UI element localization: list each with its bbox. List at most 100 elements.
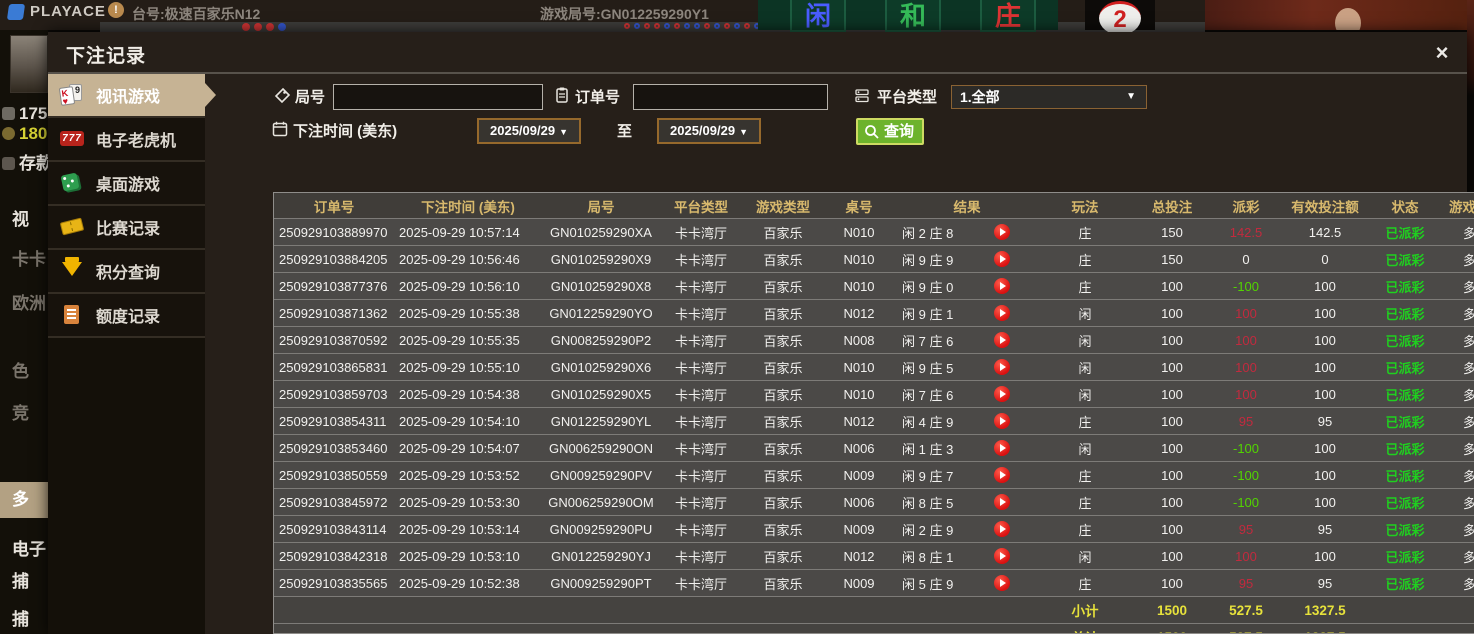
table-cell: 多台 <box>1438 574 1474 593</box>
replay-button[interactable] <box>994 548 1010 564</box>
table-cell: 100 <box>1235 305 1257 321</box>
table-cell: 100 <box>1161 467 1183 483</box>
table-row: 250929103889970 2025-09-29 10:57:14 GN0102… <box>274 219 1474 246</box>
video-edge <box>1467 0 1474 96</box>
replay-button[interactable] <box>994 575 1010 591</box>
platform-select[interactable]: 1.全部 ▼ <box>951 85 1147 109</box>
column-header: 游戏类型 <box>756 199 810 215</box>
table-cell: 百家乐 <box>763 576 803 592</box>
background-nav-item[interactable] <box>0 443 48 467</box>
table-cell: 百家乐 <box>763 522 803 538</box>
column-header: 派彩 <box>1232 199 1260 215</box>
money-icon <box>2 127 15 140</box>
replay-button[interactable] <box>994 224 1010 240</box>
table-cell: 100 <box>1161 305 1183 321</box>
close-button[interactable]: × <box>1435 40 1449 65</box>
replay-button[interactable] <box>994 440 1010 456</box>
background-nav-item[interactable]: 多 <box>0 482 48 518</box>
table-cell: 250929103850559 <box>279 467 388 483</box>
replay-button[interactable] <box>994 305 1010 321</box>
sidebar-item-quota-records[interactable]: 额度记录 <box>48 294 205 338</box>
road-bead <box>694 23 701 29</box>
table-cell: 100 <box>1314 278 1336 294</box>
table-cell: 卡卡湾厅 <box>674 252 727 268</box>
result-text: 闲 8 庄 5 <box>902 495 954 511</box>
table-cell: -100 <box>1232 440 1260 456</box>
round-input[interactable] <box>333 84 543 110</box>
table-cell: 多台 <box>1438 547 1474 566</box>
table-cell: 2025-09-29 10:53:52 <box>399 467 520 483</box>
result-text: 闲 8 庄 1 <box>902 549 954 565</box>
replay-button[interactable] <box>994 251 1010 267</box>
table-cell: 已派彩 <box>1385 225 1425 241</box>
replay-button[interactable] <box>994 521 1010 537</box>
table-cell: 总计 <box>1040 627 1130 633</box>
countdown-value: 2 <box>1099 1 1141 35</box>
sidebar-item-match-records[interactable]: 比赛记录 <box>48 206 205 250</box>
table-cell: 多台 <box>1438 385 1474 404</box>
road-bead <box>634 23 641 29</box>
table-cell: N012 <box>843 413 875 429</box>
table-cell: -100 <box>1232 467 1260 483</box>
game-round-label: 游戏局号:GN012259290Y1 <box>540 6 709 22</box>
table-cell: N012 <box>843 548 875 564</box>
table-cell: 卡卡湾厅 <box>674 522 727 538</box>
table-cell: 多台 <box>1438 493 1474 512</box>
table-games-icon <box>60 172 86 194</box>
order-input[interactable] <box>633 84 828 110</box>
column-header: 玩法 <box>1071 199 1099 215</box>
table-cell: 0 <box>1242 251 1250 267</box>
background-nav-item[interactable]: 竞 <box>12 404 29 423</box>
table-cell: 已派彩 <box>1385 468 1425 484</box>
table-row: 250929103843114 2025-09-29 10:53:14 GN0092… <box>274 516 1474 543</box>
background-nav-item[interactable]: 色 <box>12 362 29 381</box>
replay-button[interactable] <box>994 467 1010 483</box>
table-cell: 142.5 <box>1229 224 1263 240</box>
table-cell: 527.5 <box>1214 630 1278 634</box>
table-cell: GN009259290PU <box>549 521 653 537</box>
replay-button[interactable] <box>994 278 1010 294</box>
date-from-picker[interactable]: 2025/09/29 ▼ <box>477 118 581 144</box>
bet-spot-2[interactable]: 和 <box>885 0 941 32</box>
replay-button[interactable] <box>994 332 1010 348</box>
background-nav-item[interactable]: 捕 <box>12 610 29 629</box>
result-text: 闲 2 庄 9 <box>902 522 954 538</box>
table-cell: N010 <box>843 386 875 402</box>
table-row: 250929103859703 2025-09-29 10:54:38 GN0102… <box>274 381 1474 408</box>
background-nav-item[interactable]: 捕 <box>12 572 29 591</box>
sidebar-item-slots[interactable]: 777 电子老虎机 <box>48 118 205 162</box>
table-cell: 多台 <box>1438 439 1474 458</box>
table-cell: 1327.5 <box>1278 630 1372 634</box>
table-cell: 已派彩 <box>1385 522 1425 538</box>
background-nav-item[interactable]: 卡卡 <box>12 250 46 269</box>
table-cell: 卡卡湾厅 <box>674 306 727 322</box>
table-cell: 多台 <box>1438 520 1474 539</box>
table-cell: 庄 <box>1078 468 1092 484</box>
search-button[interactable]: 查询 <box>856 118 925 145</box>
date-to-picker[interactable]: 2025/09/29 ▼ <box>657 118 761 144</box>
sidebar-item-points-query[interactable]: 积分查询 <box>48 250 205 294</box>
table-cell: 庄 <box>1078 225 1092 241</box>
table-row: 250929103853460 2025-09-29 10:54:07 GN0062… <box>274 435 1474 462</box>
table-cell: 100 <box>1314 440 1336 456</box>
table-cell: 庄 <box>1078 252 1092 268</box>
sidebar-item-live-games[interactable]: 9 K ♥ 视讯游戏 <box>48 74 205 118</box>
replay-button[interactable] <box>994 413 1010 429</box>
deposit-button[interactable]: 存款 <box>0 152 48 176</box>
table-cell: 已派彩 <box>1385 252 1425 268</box>
replay-button[interactable] <box>994 359 1010 375</box>
bet-spot-3[interactable]: 庄 <box>980 0 1036 32</box>
diamond-icon <box>60 257 86 282</box>
background-nav-item[interactable]: 欧洲 <box>12 294 46 313</box>
dialog-sidebar: 9 K ♥ 视讯游戏 777 电子老虎机 桌面游戏 比赛记录 积分查询 额度记录 <box>48 74 205 634</box>
sidebar-item-table-games[interactable]: 桌面游戏 <box>48 162 205 206</box>
replay-button[interactable] <box>994 494 1010 510</box>
bet-spot-1[interactable]: 闲 <box>790 0 846 32</box>
background-nav-item[interactable]: 电子 <box>12 540 46 559</box>
table-cell: 多台 <box>1438 250 1474 269</box>
table-cell: 250929103843114 <box>279 521 387 537</box>
table-cell: 150 <box>1161 224 1183 240</box>
replay-button[interactable] <box>994 386 1010 402</box>
background-nav-item[interactable]: 视 <box>12 210 29 229</box>
